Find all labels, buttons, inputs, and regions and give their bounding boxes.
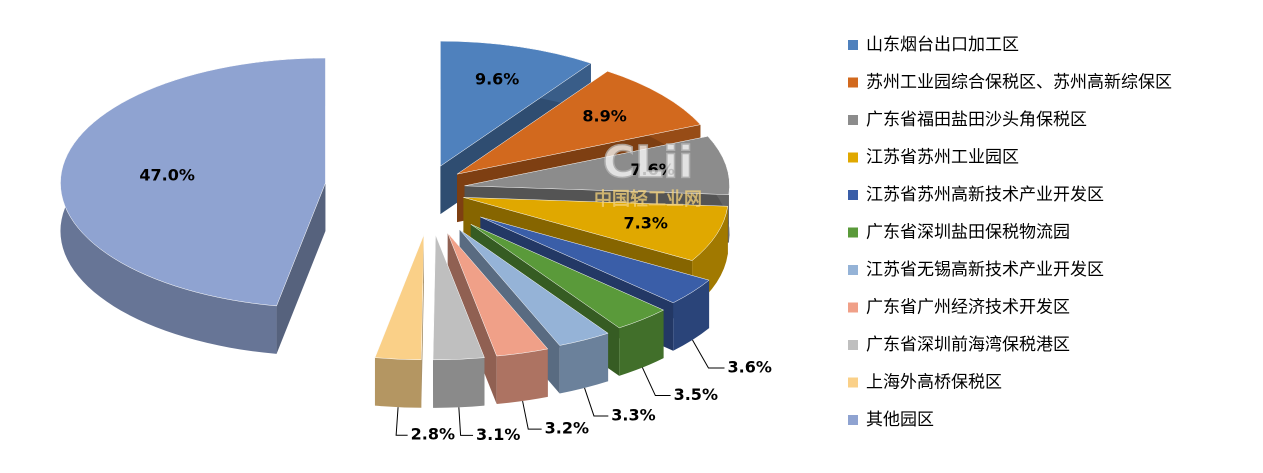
data-label: 47.0% [139, 166, 195, 185]
legend-label: 上海外高桥保税区 [866, 373, 1002, 393]
leader-line [641, 367, 671, 397]
legend-label: 其他园区 [866, 410, 934, 430]
watermark-logo: CLii [603, 137, 694, 188]
legend-label: 广东省广州经济技术开发区 [866, 298, 1070, 318]
data-label: 3.3% [611, 405, 655, 424]
pie: 9.6% 8.9% 7.6% 7.3% 3.6% 3.5% 3.3% 3.2% 3.1% 2.8%… [60, 40, 772, 444]
slice-wall [276, 183, 326, 354]
slice-side [673, 280, 710, 351]
data-label: 3.5% [674, 385, 718, 404]
data-label: 9.6% [475, 70, 519, 89]
slice [464, 136, 730, 195]
slice [463, 197, 729, 261]
slice [447, 233, 549, 357]
slice [374, 234, 425, 408]
legend-swatch [848, 152, 858, 163]
slice-side [374, 357, 422, 408]
slice [447, 233, 549, 405]
legend: 山东烟台出口加工区苏州工业园综合保税区、苏州高新综保区广东省福田盐田沙头角保税区… [848, 35, 1172, 430]
legend-swatch [848, 190, 858, 200]
data-label: 8.9% [582, 107, 626, 126]
slice-wall [447, 233, 497, 405]
leader-line [395, 407, 408, 436]
leader-line [522, 400, 542, 430]
slice-side [559, 333, 609, 394]
legend-label: 江苏省无锡高新技术产业开发区 [866, 260, 1104, 280]
leader-line [584, 387, 609, 417]
slice [60, 57, 326, 307]
slice [432, 234, 485, 361]
slice [374, 234, 425, 361]
legend-label: 苏州工业园综合保税区、苏州高新综保区 [866, 73, 1172, 93]
legend-label: 广东省福田盐田沙头角保税区 [866, 110, 1087, 130]
data-label: 3.6% [727, 357, 771, 376]
slice-side [496, 348, 548, 405]
watermark: CLii 中国轻工业网 [594, 136, 702, 210]
data-label: 7.3% [624, 214, 668, 233]
legend-swatch [848, 227, 858, 238]
slice [456, 70, 701, 175]
slice [60, 57, 326, 354]
legend-swatch [848, 340, 858, 350]
legend-swatch [848, 415, 858, 425]
data-label: 3.1% [476, 425, 520, 444]
legend-label: 江苏省苏州工业园区 [866, 148, 1019, 168]
slice-side [433, 357, 485, 408]
slice-side [619, 310, 664, 376]
legend-swatch [848, 77, 858, 88]
slice [440, 40, 592, 167]
legend-swatch [848, 377, 858, 388]
legend-swatch [848, 40, 858, 50]
legend-label: 广东省深圳前海湾保税港区 [866, 335, 1070, 355]
data-label: 3.2% [545, 419, 589, 438]
leader-line [458, 407, 474, 436]
leader-line [692, 339, 725, 369]
slice [470, 224, 665, 329]
slice [432, 234, 485, 408]
slice [459, 229, 609, 346]
legend-swatch [848, 115, 858, 125]
legend-swatch [848, 302, 858, 313]
data-label: 7.6% [630, 160, 674, 179]
slice [480, 216, 710, 304]
data-label: 2.8% [411, 425, 455, 444]
legend-swatch [848, 265, 858, 275]
legend-label: 山东烟台出口加工区 [866, 35, 1019, 55]
watermark-text: 中国轻工业网 [594, 188, 702, 210]
legend-label: 江苏省苏州高新技术产业开发区 [866, 185, 1104, 205]
legend-label: 广东省深圳盐田保税物流园 [866, 223, 1070, 243]
